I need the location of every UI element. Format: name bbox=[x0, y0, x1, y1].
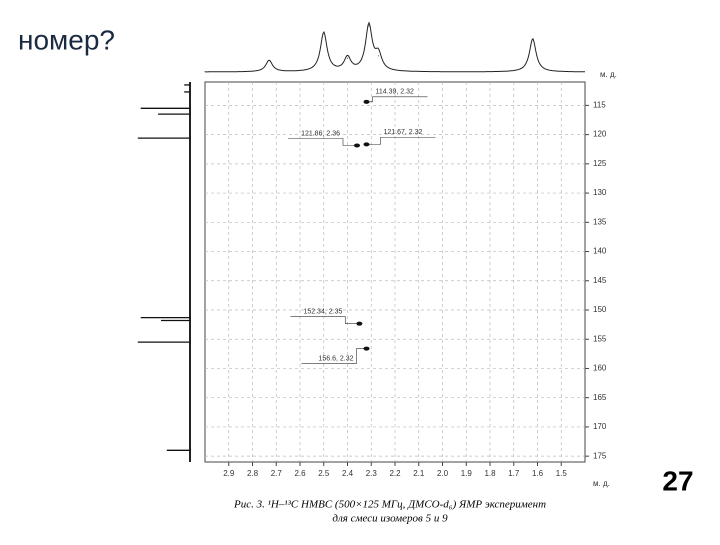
y-tick-label: 150 bbox=[593, 305, 607, 314]
x-tick-label: 1.7 bbox=[508, 469, 520, 478]
x-unit: м. д. bbox=[593, 479, 610, 488]
cross-peak bbox=[356, 321, 363, 326]
peak-label: 121.67, 2.32 bbox=[384, 129, 423, 136]
y-tick-label: 145 bbox=[593, 276, 607, 285]
top-spectrum-peak bbox=[532, 38, 534, 40]
top-spectrum-peak bbox=[323, 32, 325, 34]
x-tick-label: 1.8 bbox=[484, 469, 496, 478]
cross-peak bbox=[363, 142, 370, 147]
y-tick-label: 115 bbox=[593, 100, 606, 109]
x-tick-label: 2.2 bbox=[389, 469, 401, 478]
x-tick-label: 2.6 bbox=[294, 469, 306, 478]
y-tick-label: 125 bbox=[593, 159, 607, 168]
x-tick-label: 2.4 bbox=[342, 469, 354, 478]
y-tick-label: 155 bbox=[593, 334, 607, 343]
peak-label: 152.34, 2.35 bbox=[303, 309, 342, 316]
top-spectrum-peak bbox=[268, 60, 270, 61]
x-tick-label: 2.9 bbox=[223, 469, 235, 478]
y-tick-label: 135 bbox=[593, 217, 607, 226]
leader-line bbox=[290, 316, 360, 324]
x-tick-label: 1.6 bbox=[532, 469, 544, 478]
y-tick-label: 175 bbox=[593, 451, 607, 460]
peak-label: 121.86, 2.36 bbox=[301, 130, 340, 137]
y-tick-label: 165 bbox=[593, 393, 607, 402]
x-tick-label: 1.5 bbox=[556, 469, 568, 478]
y-unit: м. д. bbox=[600, 70, 617, 79]
x-tick-label: 2.8 bbox=[247, 469, 259, 478]
cross-peak bbox=[363, 346, 370, 351]
leader-line bbox=[288, 138, 357, 146]
leader-line bbox=[366, 137, 436, 145]
cross-peak bbox=[363, 99, 370, 104]
page-number: 27 bbox=[662, 465, 693, 496]
leader-line bbox=[366, 96, 428, 103]
y-tick-label: 120 bbox=[593, 130, 607, 139]
x-tick-label: 2.3 bbox=[366, 469, 378, 478]
leader-line bbox=[301, 348, 367, 364]
peak-label: 156.6, 2.32 bbox=[318, 355, 353, 362]
x-tick-label: 2.0 bbox=[437, 469, 449, 478]
y-tick-label: 160 bbox=[593, 364, 607, 373]
x-tick-label: 2.1 bbox=[413, 469, 425, 478]
x-tick-label: 2.5 bbox=[318, 469, 330, 478]
cross-peak bbox=[354, 143, 360, 148]
y-tick-label: 140 bbox=[593, 247, 607, 256]
y-tick-label: 170 bbox=[593, 422, 607, 431]
caption: для смеси изомеров 5 и 9 bbox=[332, 513, 448, 525]
top-spectrum-peak bbox=[347, 57, 348, 59]
top-spectrum-trace bbox=[204, 21, 585, 73]
peak-label: 114.39, 2.32 bbox=[376, 89, 415, 96]
x-tick-label: 1.9 bbox=[461, 469, 473, 478]
slide-title: номер? bbox=[18, 24, 115, 55]
top-spectrum-peak bbox=[377, 55, 379, 57]
y-tick-label: 130 bbox=[593, 188, 607, 197]
top-spectrum-peak bbox=[368, 25, 370, 27]
caption: Рис. 3. ¹H–¹³C HMBC (500×125 МГц, ДМСО-d… bbox=[233, 499, 546, 511]
x-tick-label: 2.7 bbox=[271, 469, 283, 478]
